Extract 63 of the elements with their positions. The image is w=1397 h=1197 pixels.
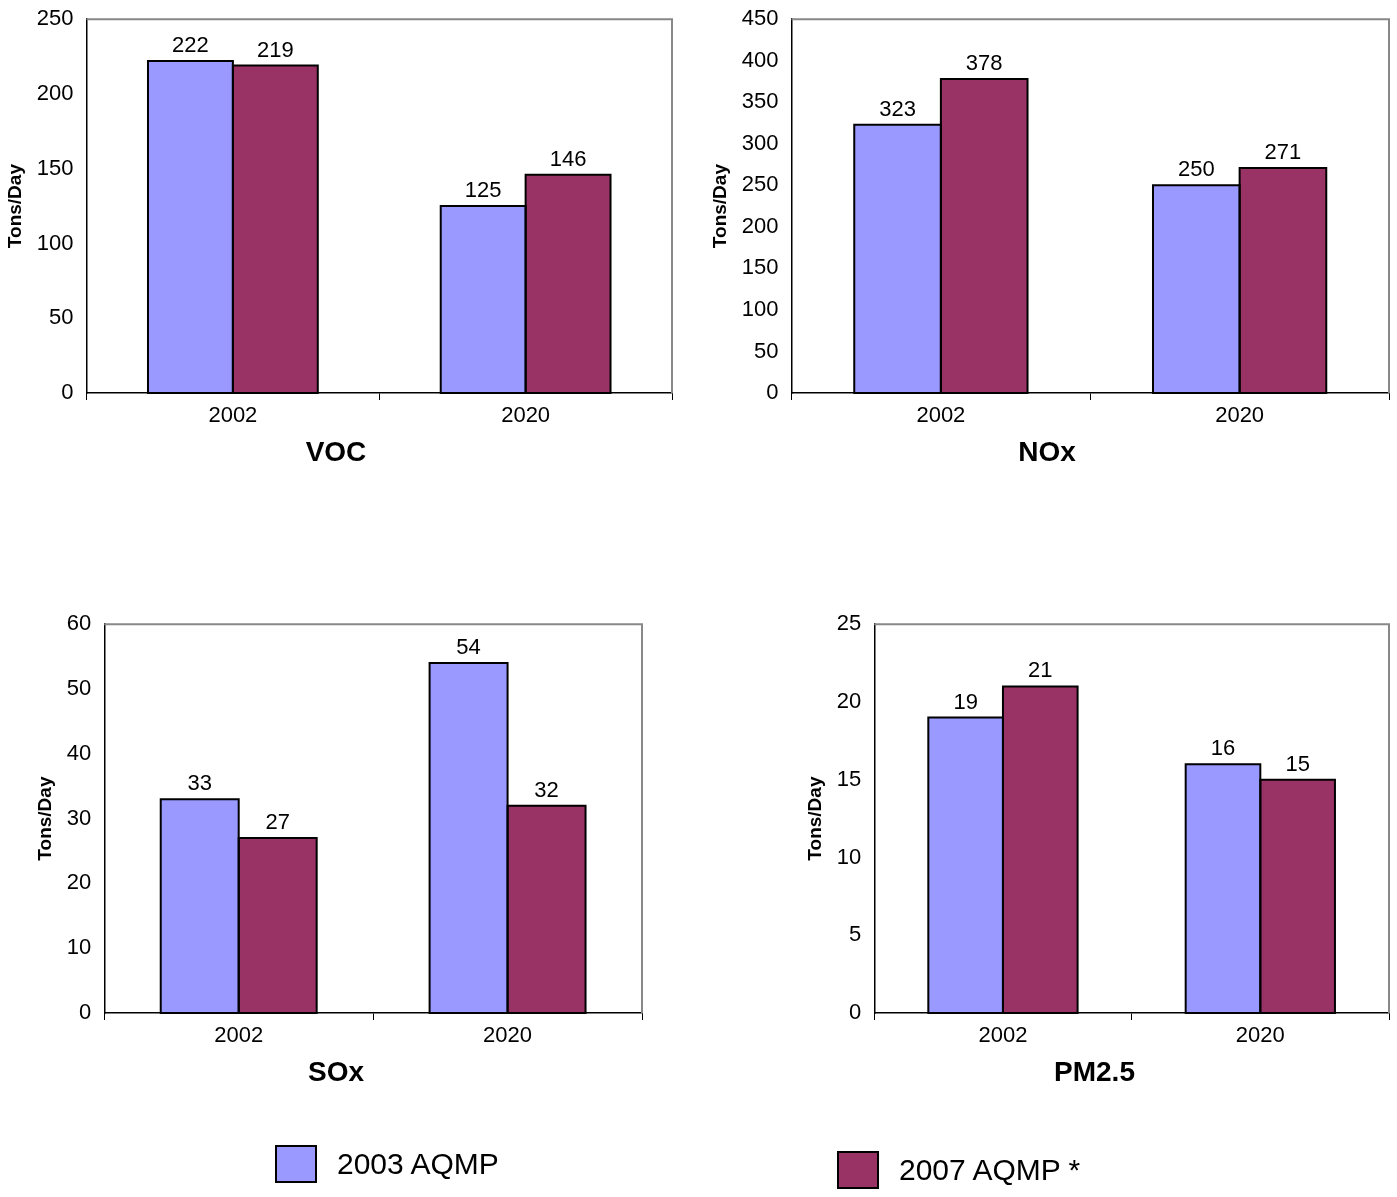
x-tick-label: 2020 <box>1215 402 1265 428</box>
data-label: 219 <box>256 36 294 62</box>
y-tick-label: 150 <box>36 154 74 180</box>
y-tick-label: 100 <box>741 296 779 321</box>
y-tick-label: 5 <box>849 921 862 947</box>
data-label: 222 <box>172 32 209 58</box>
y-tick-label: 0 <box>61 379 74 405</box>
data-label: 32 <box>534 776 559 802</box>
y-axis-title: Tons/Day <box>803 776 825 861</box>
y-tick-label: 50 <box>49 304 74 330</box>
y-tick-label: 100 <box>36 229 74 255</box>
data-label: 271 <box>1264 138 1302 164</box>
y-tick-label: 25 <box>836 610 862 636</box>
y-tick-label: 250 <box>36 5 74 31</box>
y-axis-title: Tons/Day <box>3 163 25 249</box>
y-tick-label: 40 <box>66 739 92 765</box>
data-label: 54 <box>456 634 481 660</box>
y-tick-label: 15 <box>836 765 862 791</box>
y-axis-title: Tons/Day <box>33 776 55 861</box>
data-label: 323 <box>879 95 916 121</box>
y-tick-label: 50 <box>754 337 779 363</box>
x-tick-label: 2002 <box>214 1022 264 1048</box>
y-tick-label: 300 <box>741 129 779 155</box>
y-tick-label: 0 <box>79 999 92 1025</box>
data-label: 146 <box>549 145 587 171</box>
y-tick-label: 60 <box>66 610 92 636</box>
x-tick-label: 2002 <box>916 402 966 428</box>
y-tick-label: 400 <box>741 46 779 72</box>
y-tick-label: 200 <box>741 212 779 238</box>
y-axis-title: Tons/Day <box>708 163 730 249</box>
y-tick-label: 20 <box>66 869 92 895</box>
y-tick-label: 0 <box>766 379 779 405</box>
data-label: 21 <box>1028 657 1053 683</box>
y-tick-label: 10 <box>836 843 862 869</box>
text: VOC <box>305 435 367 467</box>
x-tick-label: 2020 <box>501 402 551 428</box>
data-label: 27 <box>265 809 290 835</box>
data-label: 250 <box>1177 156 1215 182</box>
legend-label: 2003 AQMP <box>337 1147 499 1181</box>
data-label: 16 <box>1210 735 1236 761</box>
legend-label: 2007 AQMP * <box>899 1153 1081 1187</box>
x-tick-label: 2002 <box>978 1022 1028 1048</box>
text: NOx <box>1018 435 1077 467</box>
data-label: 125 <box>464 177 502 203</box>
data-label: 15 <box>1285 750 1310 776</box>
y-tick-label: 50 <box>66 675 92 701</box>
x-tick-label: 2020 <box>483 1022 533 1048</box>
x-tick-label: 2020 <box>1235 1022 1285 1048</box>
text: PM2.5 <box>1054 1055 1135 1087</box>
y-tick-label: 150 <box>741 254 779 280</box>
y-tick-label: 250 <box>741 171 779 197</box>
y-tick-label: 20 <box>836 688 862 714</box>
y-tick-label: 350 <box>741 88 779 114</box>
x-tick-label: 2002 <box>208 402 258 428</box>
data-label: 33 <box>187 770 212 796</box>
y-tick-label: 450 <box>741 5 779 31</box>
y-tick-label: 200 <box>36 80 74 106</box>
y-tick-label: 0 <box>849 999 862 1025</box>
text: SOx <box>307 1055 365 1087</box>
data-label: 19 <box>953 688 978 714</box>
data-label: 378 <box>965 50 1003 76</box>
y-tick-label: 30 <box>66 804 92 830</box>
y-tick-label: 10 <box>66 934 92 960</box>
